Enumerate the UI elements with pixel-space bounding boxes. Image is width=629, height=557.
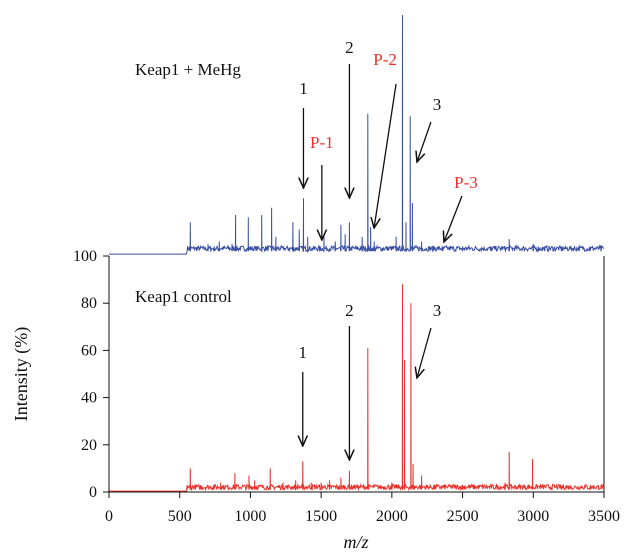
control-annotation-arrow-3 xyxy=(417,327,432,378)
treated-annotation-label-3: 3 xyxy=(433,95,442,114)
x-tick-label: 3000 xyxy=(517,508,549,525)
treated-annotation-arrow-3 xyxy=(417,121,432,162)
y-tick-label: 100 xyxy=(73,248,97,265)
x-tick-label: 0 xyxy=(105,508,113,525)
y-tick-label: 80 xyxy=(81,295,97,312)
y-tick-label: 60 xyxy=(81,342,97,359)
x-tick-label: 2000 xyxy=(376,508,408,525)
axes: 0 20 40 60 80 100 0 500 1000 1500 2000 2500 3000 350… xyxy=(73,248,620,525)
treated-annotation-label-2: 2 xyxy=(345,38,354,57)
treated-annotation-arrow-p-3 xyxy=(444,195,463,242)
control-annotation-label-2: 2 xyxy=(345,301,354,320)
x-axis-title: m/z xyxy=(343,532,368,552)
y-ticks: 0 20 40 60 80 100 xyxy=(73,248,109,501)
x-tick-label: 500 xyxy=(168,508,192,525)
y-axis-title: Intensity (%) xyxy=(11,327,32,421)
x-ticks: 0 500 1000 1500 2000 2500 3000 3500 xyxy=(105,492,620,525)
y-tick-label: 40 xyxy=(81,390,97,407)
treated-annotation-label-1: 1 xyxy=(299,79,308,98)
treated-annotation-arrow-p-2 xyxy=(374,83,397,228)
peak-annotations: 1 P-1 2 P-2 3 P-3 1 2 3 xyxy=(299,38,478,460)
x-tick-label: 1000 xyxy=(234,508,266,525)
bottom-panel: Keap1 control xyxy=(109,284,604,492)
y-tick-label: 0 xyxy=(89,484,97,501)
x-tick-label: 3500 xyxy=(588,508,620,525)
treated-annotation-label-p-1: P-1 xyxy=(310,133,334,152)
x-tick-label: 2500 xyxy=(447,508,479,525)
control-annotation-label-3: 3 xyxy=(433,301,442,320)
control-panel-label: Keap1 control xyxy=(135,287,232,306)
treated-panel-label: Keap1 + MeHg xyxy=(135,60,241,79)
y-tick-label: 20 xyxy=(81,437,97,454)
treated-annotation-label-p-3: P-3 xyxy=(454,173,478,192)
control-annotation-label-1: 1 xyxy=(299,343,308,362)
control-spectrum-line xyxy=(109,284,604,492)
top-panel: Keap1 + MeHg xyxy=(109,14,605,255)
treated-spectrum-line xyxy=(109,14,605,255)
treated-annotation-label-p-2: P-2 xyxy=(373,50,397,69)
x-tick-label: 1500 xyxy=(305,508,337,525)
